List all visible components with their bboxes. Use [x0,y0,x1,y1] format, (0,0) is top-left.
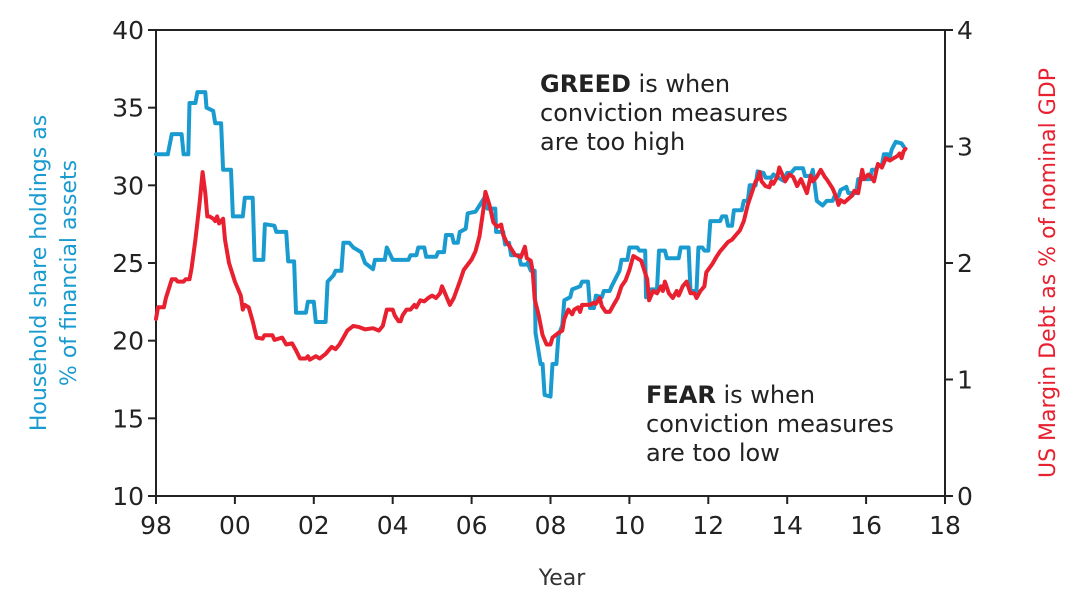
right-tick-label: 2 [957,249,973,278]
x-tick-label: 04 [377,511,409,540]
x-tick-label: 14 [771,511,803,540]
right-tick-label: 0 [957,482,973,511]
household-series-line [154,90,906,399]
x-tick-label: 10 [613,511,645,540]
right-tick-label: 1 [957,366,973,395]
x-tick-label: 16 [850,511,882,540]
left-axis-title-line: % of financial assets [57,160,82,386]
x-tick-label: 06 [456,511,488,540]
annotation-line: GREED is when [540,70,730,98]
right-tick-label: 3 [957,133,973,162]
annotation-line: are too low [646,439,780,467]
right-axis-ticks: 0 1 2 3 4 [945,16,973,511]
left-tick-label: 15 [112,404,144,433]
annotation-text: are too low [646,439,780,467]
annotation-text: conviction measures [540,99,788,127]
left-tick-label: 25 [112,249,144,278]
x-tick-label: 18 [929,511,961,540]
annotation-text: is when [631,70,730,98]
x-tick-label: 12 [692,511,724,540]
annotation-bold: FEAR [646,381,716,409]
margin-series-line [154,146,908,362]
annotation-text: conviction measures [646,410,894,438]
annotation-line: are too high [540,128,685,156]
series-layer [154,90,908,399]
annotation-line: conviction measures [646,410,894,438]
x-tick-label: 08 [535,511,567,540]
x-axis-title: Year [538,566,587,591]
x-axis-ticks: 98 00 02 04 06 08 10 12 14 16 18 [140,496,961,540]
annotation-line: FEAR is when [646,381,815,409]
x-tick-label: 98 [140,511,172,540]
left-tick-label: 35 [112,94,144,123]
x-tick-label: 00 [219,511,251,540]
left-tick-label: 20 [112,327,144,356]
left-tick-label: 10 [112,482,144,511]
annotation-text: are too high [540,128,685,156]
left-axis-title: Household share holdings as% of financia… [27,115,82,431]
left-tick-label: 40 [112,16,144,45]
annotation-line: conviction measures [540,99,788,127]
left-axis-ticks: 10 15 20 25 30 35 40 [112,16,156,511]
left-axis-title-line: Household share holdings as [27,115,52,431]
left-tick-label: 30 [112,171,144,200]
annotation-text: is when [716,381,815,409]
right-tick-label: 4 [957,16,973,45]
x-tick-label: 02 [298,511,330,540]
annotation-bold: GREED [540,70,631,98]
right-axis-title: US Margin Debt as % of nominal GDP [1036,68,1061,478]
